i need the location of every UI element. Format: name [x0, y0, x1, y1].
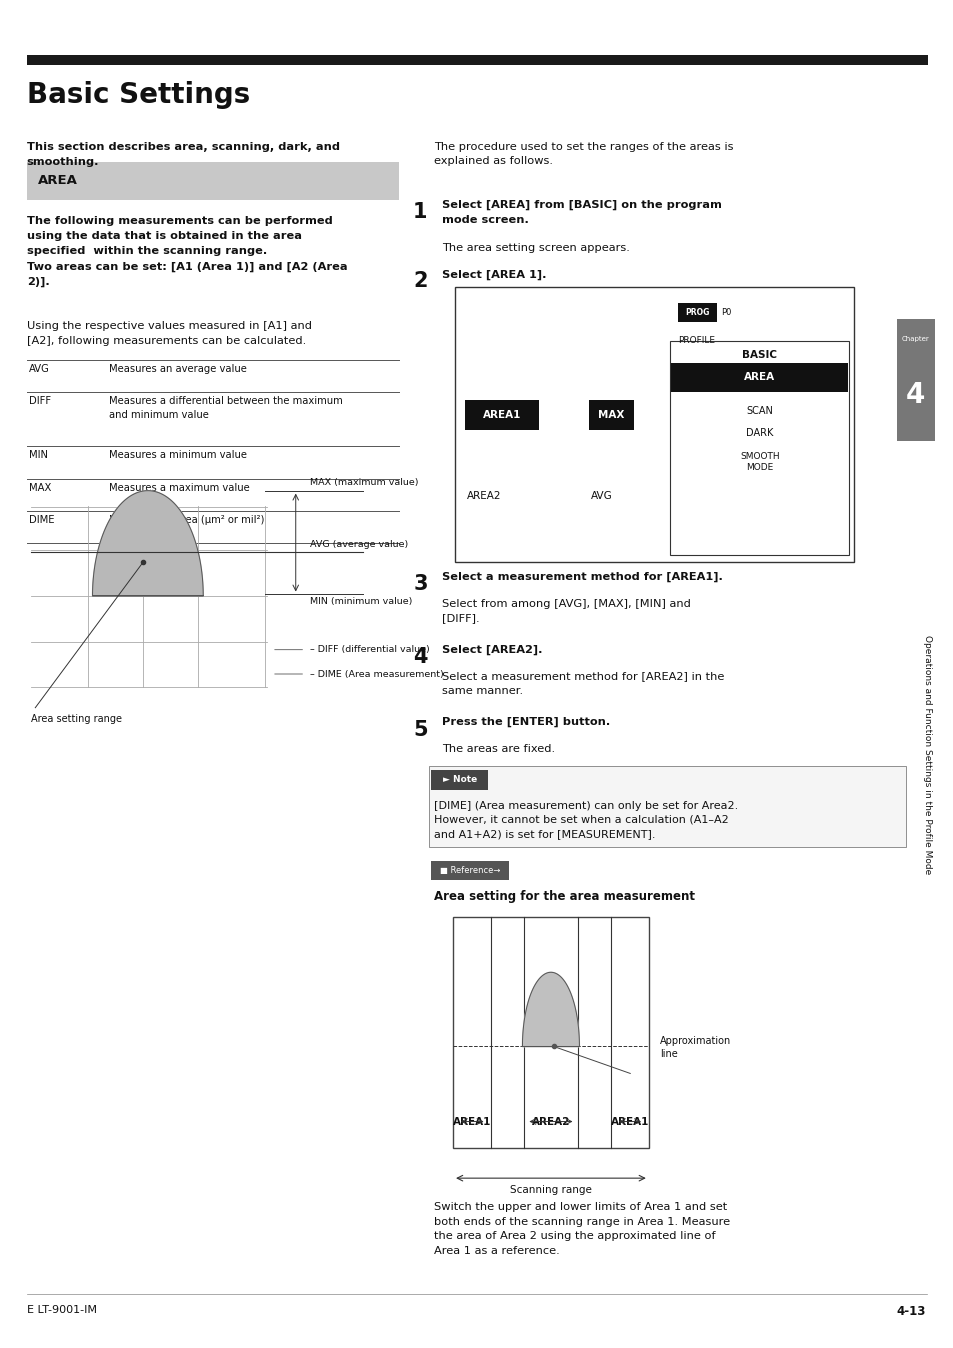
FancyBboxPatch shape	[464, 400, 538, 430]
Text: This section describes area, scanning, dark, and
smoothing.: This section describes area, scanning, d…	[27, 142, 339, 167]
FancyBboxPatch shape	[588, 400, 634, 430]
Text: MAX: MAX	[598, 410, 624, 421]
FancyBboxPatch shape	[455, 287, 853, 562]
Text: – DIFF (differential value): – DIFF (differential value)	[310, 646, 430, 654]
Text: Select [AREA 1].: Select [AREA 1].	[441, 270, 546, 280]
Text: Select from among [AVG], [MAX], [MIN] and
[DIFF].: Select from among [AVG], [MAX], [MIN] an…	[441, 599, 690, 623]
FancyBboxPatch shape	[678, 303, 716, 322]
FancyBboxPatch shape	[431, 770, 488, 790]
FancyBboxPatch shape	[27, 162, 398, 200]
Text: AVG: AVG	[590, 491, 612, 501]
Text: 5: 5	[413, 720, 427, 740]
FancyBboxPatch shape	[431, 861, 509, 880]
Text: AREA2: AREA2	[531, 1116, 570, 1127]
Text: P0: P0	[720, 309, 731, 317]
Text: [DIME] (Area measurement) can only be set for Area2.
However, it cannot be set w: [DIME] (Area measurement) can only be se…	[434, 801, 738, 838]
Text: SCAN: SCAN	[745, 406, 772, 417]
Text: Measures an area (μm² or mil²): Measures an area (μm² or mil²)	[109, 515, 264, 524]
Polygon shape	[522, 972, 578, 1046]
FancyBboxPatch shape	[896, 319, 934, 441]
Text: 3: 3	[413, 574, 427, 594]
FancyBboxPatch shape	[453, 917, 648, 1148]
Text: SMOOTH
MODE: SMOOTH MODE	[740, 453, 779, 472]
Text: Measures a maximum value: Measures a maximum value	[109, 483, 250, 492]
Text: – DIME (Area measurement): – DIME (Area measurement)	[310, 670, 443, 678]
Text: Approximation
line: Approximation line	[659, 1035, 731, 1060]
Text: Select [AREA2].: Select [AREA2].	[441, 644, 541, 655]
Text: Switch the upper and lower limits of Area 1 and set
both ends of the scanning ra: Switch the upper and lower limits of Are…	[434, 1202, 729, 1255]
Text: ■ Reference→: ■ Reference→	[439, 867, 500, 875]
Text: E LT-9001-IM: E LT-9001-IM	[27, 1305, 96, 1314]
Text: AREA: AREA	[38, 174, 78, 187]
Text: AREA1: AREA1	[453, 1116, 491, 1127]
Text: MAX: MAX	[29, 483, 51, 492]
Text: DIME: DIME	[29, 515, 54, 524]
Text: Measures a minimum value: Measures a minimum value	[109, 450, 247, 460]
FancyBboxPatch shape	[670, 341, 848, 555]
FancyBboxPatch shape	[27, 55, 927, 65]
Text: The area setting screen appears.: The area setting screen appears.	[441, 243, 629, 252]
Text: 4-13: 4-13	[895, 1305, 924, 1318]
Text: Using the respective values measured in [A1] and
[A2], following measurements ca: Using the respective values measured in …	[27, 321, 312, 345]
Text: MAX (maximum value): MAX (maximum value)	[310, 477, 418, 487]
Text: MIN (minimum value): MIN (minimum value)	[310, 597, 412, 607]
Text: Scanning range: Scanning range	[510, 1185, 591, 1194]
Text: Select [AREA] from [BASIC] on the program
mode screen.: Select [AREA] from [BASIC] on the progra…	[441, 200, 720, 225]
Text: Press the [ENTER] button.: Press the [ENTER] button.	[441, 717, 609, 728]
Text: Operations and Function Settings in the Profile Mode: Operations and Function Settings in the …	[922, 635, 931, 875]
Polygon shape	[92, 491, 203, 596]
Text: 4: 4	[413, 647, 427, 667]
Text: MIN: MIN	[29, 450, 48, 460]
Text: AVG: AVG	[29, 364, 50, 373]
Text: 4: 4	[905, 380, 924, 408]
FancyBboxPatch shape	[429, 766, 905, 847]
Text: DIFF: DIFF	[29, 396, 51, 406]
Text: ► Note: ► Note	[442, 775, 476, 783]
Text: AREA2: AREA2	[466, 491, 500, 501]
Text: Area setting range: Area setting range	[30, 714, 121, 724]
Text: AREA1: AREA1	[482, 410, 520, 421]
Text: Select a measurement method for [AREA1].: Select a measurement method for [AREA1].	[441, 572, 721, 582]
Text: Measures an average value: Measures an average value	[109, 364, 247, 373]
Text: The areas are fixed.: The areas are fixed.	[441, 744, 555, 754]
Text: BASIC: BASIC	[741, 349, 777, 360]
Text: Area setting for the area measurement: Area setting for the area measurement	[434, 890, 695, 903]
Text: 2: 2	[413, 271, 427, 291]
Text: Measures a differential between the maximum
and minimum value: Measures a differential between the maxi…	[109, 396, 342, 421]
Text: AREA: AREA	[743, 372, 775, 383]
Text: PROG: PROG	[684, 309, 709, 317]
Text: Chapter: Chapter	[901, 336, 929, 341]
Text: The following measurements can be performed
using the data that is obtained in t: The following measurements can be perfor…	[27, 216, 347, 287]
Text: AVG (average value): AVG (average value)	[310, 541, 408, 549]
Text: 1: 1	[413, 202, 427, 222]
Text: The procedure used to set the ranges of the areas is
explained as follows.: The procedure used to set the ranges of …	[434, 142, 733, 166]
Text: Basic Settings: Basic Settings	[27, 81, 250, 109]
Text: PROFILE: PROFILE	[678, 336, 715, 345]
Text: DARK: DARK	[745, 427, 773, 438]
Text: Select a measurement method for [AREA2] in the
same manner.: Select a measurement method for [AREA2] …	[441, 671, 723, 696]
Text: AREA1: AREA1	[610, 1116, 648, 1127]
FancyBboxPatch shape	[671, 363, 847, 392]
